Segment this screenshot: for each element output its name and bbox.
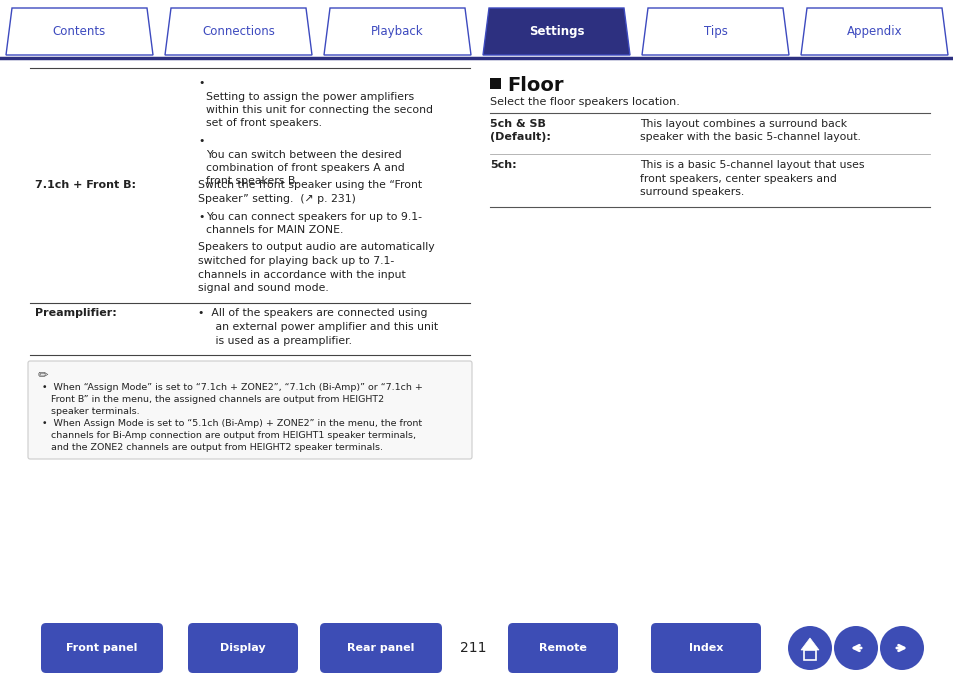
Text: and the ZONE2 channels are output from HEIGHT2 speaker terminals.: and the ZONE2 channels are output from H…	[42, 443, 382, 452]
Text: You can connect speakers for up to 9.1-: You can connect speakers for up to 9.1-	[206, 211, 421, 221]
FancyBboxPatch shape	[319, 623, 441, 673]
Polygon shape	[165, 8, 312, 55]
Text: combination of front speakers A and: combination of front speakers A and	[206, 163, 404, 173]
Text: Index: Index	[688, 643, 722, 653]
Text: Connections: Connections	[202, 25, 274, 38]
Text: front speakers B.: front speakers B.	[206, 176, 298, 186]
Text: Setting to assign the power amplifiers: Setting to assign the power amplifiers	[206, 92, 414, 102]
FancyBboxPatch shape	[650, 623, 760, 673]
Text: Floor: Floor	[506, 76, 563, 95]
Text: channels for Bi-Amp connection are output from HEIGHT1 speaker terminals,: channels for Bi-Amp connection are outpu…	[42, 431, 416, 440]
FancyBboxPatch shape	[507, 623, 618, 673]
Text: Front B” in the menu, the assigned channels are output from HEIGHT2: Front B” in the menu, the assigned chann…	[42, 395, 384, 404]
Text: Select the floor speakers location.: Select the floor speakers location.	[490, 97, 679, 107]
Text: Appendix: Appendix	[846, 25, 902, 38]
Text: Contents: Contents	[52, 25, 106, 38]
Text: signal and sound mode.: signal and sound mode.	[198, 283, 329, 293]
Polygon shape	[324, 8, 471, 55]
Text: Speaker” setting.  (↗ p. 231): Speaker” setting. (↗ p. 231)	[198, 194, 355, 204]
Text: front speakers, center speakers and: front speakers, center speakers and	[639, 174, 836, 184]
Text: •  When “Assign Mode” is set to “7.1ch + ZONE2”, “7.1ch (Bi-Amp)” or “7.1ch +: • When “Assign Mode” is set to “7.1ch + …	[42, 383, 422, 392]
Text: (Default):: (Default):	[490, 133, 550, 143]
Text: 5ch & SB: 5ch & SB	[490, 119, 545, 129]
Text: •  All of the speakers are connected using: • All of the speakers are connected usin…	[198, 308, 427, 318]
Polygon shape	[803, 650, 815, 660]
Text: Tips: Tips	[702, 25, 727, 38]
Text: speaker with the basic 5-channel layout.: speaker with the basic 5-channel layout.	[639, 133, 860, 143]
Text: switched for playing back up to 7.1-: switched for playing back up to 7.1-	[198, 256, 394, 266]
Text: 5ch:: 5ch:	[490, 160, 517, 170]
Polygon shape	[641, 8, 788, 55]
Text: is used as a preamplifier.: is used as a preamplifier.	[198, 336, 352, 345]
Text: Switch the front speaker using the “Front: Switch the front speaker using the “Fron…	[198, 180, 421, 190]
Circle shape	[833, 626, 877, 670]
Text: speaker terminals.: speaker terminals.	[42, 407, 139, 416]
Text: channels in accordance with the input: channels in accordance with the input	[198, 269, 405, 279]
Text: Playback: Playback	[371, 25, 423, 38]
Circle shape	[787, 626, 831, 670]
Text: Settings: Settings	[528, 25, 583, 38]
Text: •: •	[198, 211, 204, 221]
FancyBboxPatch shape	[28, 361, 472, 459]
Text: Remote: Remote	[538, 643, 586, 653]
FancyBboxPatch shape	[41, 623, 163, 673]
Text: Front panel: Front panel	[67, 643, 137, 653]
Polygon shape	[6, 8, 152, 55]
Text: 7.1ch + Front B:: 7.1ch + Front B:	[35, 180, 136, 190]
Text: This is a basic 5-channel layout that uses: This is a basic 5-channel layout that us…	[639, 160, 863, 170]
Circle shape	[879, 626, 923, 670]
Text: Preamplifier:: Preamplifier:	[35, 308, 116, 318]
FancyBboxPatch shape	[188, 623, 297, 673]
Text: •: •	[198, 136, 204, 146]
Polygon shape	[490, 78, 500, 89]
Text: surround speakers.: surround speakers.	[639, 187, 743, 197]
Text: an external power amplifier and this unit: an external power amplifier and this uni…	[198, 322, 437, 332]
Polygon shape	[801, 638, 818, 650]
Text: ✏: ✏	[38, 369, 49, 382]
Text: •  When Assign Mode is set to “5.1ch (Bi-Amp) + ZONE2” in the menu, the front: • When Assign Mode is set to “5.1ch (Bi-…	[42, 419, 421, 428]
Text: 211: 211	[459, 641, 486, 655]
Text: •: •	[198, 78, 204, 88]
Text: This layout combines a surround back: This layout combines a surround back	[639, 119, 846, 129]
Polygon shape	[801, 8, 947, 55]
Text: Rear panel: Rear panel	[347, 643, 415, 653]
Text: Speakers to output audio are automatically: Speakers to output audio are automatical…	[198, 242, 435, 252]
Text: channels for MAIN ZONE.: channels for MAIN ZONE.	[206, 225, 343, 235]
Text: You can switch between the desired: You can switch between the desired	[206, 149, 401, 160]
Text: Display: Display	[220, 643, 266, 653]
Polygon shape	[482, 8, 629, 55]
Text: set of front speakers.: set of front speakers.	[206, 118, 322, 129]
Text: within this unit for connecting the second: within this unit for connecting the seco…	[206, 105, 433, 115]
